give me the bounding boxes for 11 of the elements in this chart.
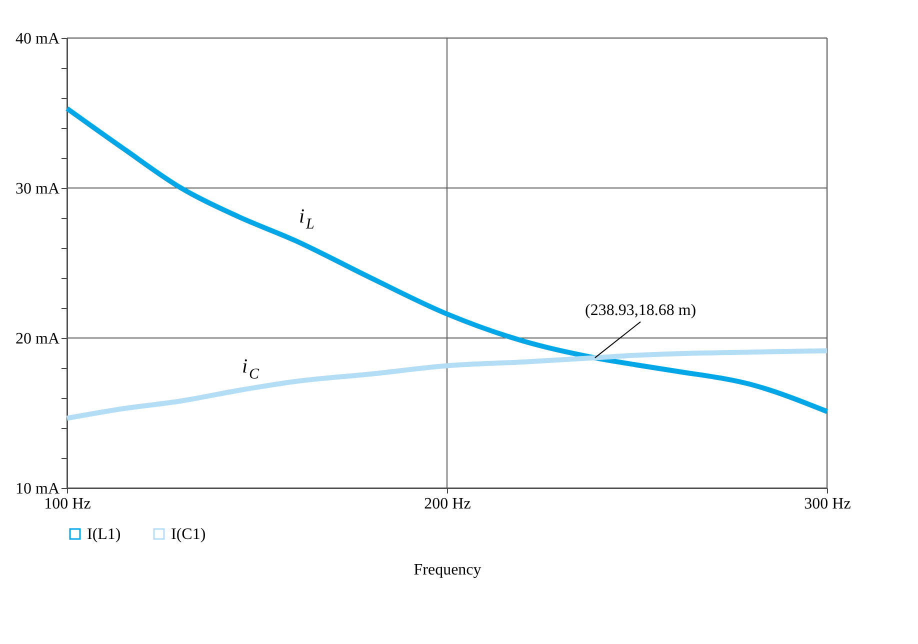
- x-tick-label: 100 Hz: [44, 496, 91, 512]
- y-tick-label: 10 mA: [16, 480, 60, 498]
- x-tick-label: 200 Hz: [424, 496, 471, 512]
- y-tick-label: 30 mA: [16, 180, 60, 198]
- y-tick-label: 20 mA: [16, 330, 60, 348]
- annotation: (238.93,18.68 m): [584, 302, 696, 319]
- x-axis-title: Frequency: [414, 562, 482, 578]
- y-tick-label: 40 mA: [16, 30, 60, 48]
- x-tick-label: 300 Hz: [804, 496, 851, 512]
- legend-label: I(C1): [171, 526, 206, 543]
- legend-label: I(L1): [87, 526, 121, 543]
